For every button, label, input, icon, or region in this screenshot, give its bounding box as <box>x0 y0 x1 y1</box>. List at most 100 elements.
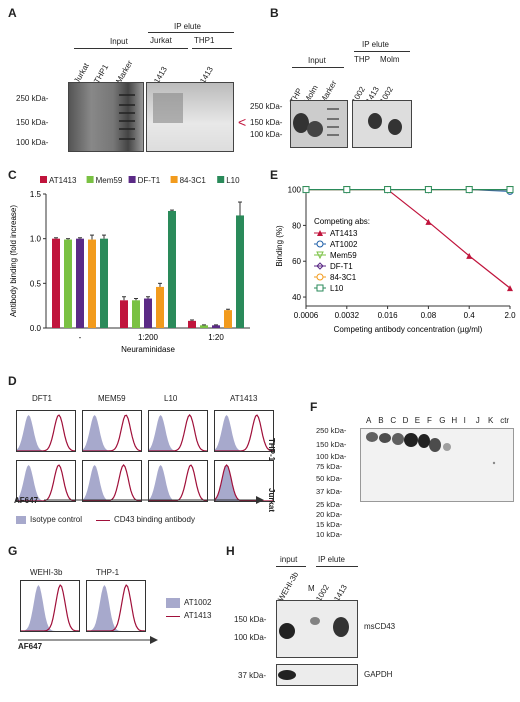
panel-d-hist-thp-1-l10 <box>148 410 208 452</box>
panel-b-marker-150: 150 kDa- <box>250 118 283 127</box>
panel-d-row-jurkat: Jurkat <box>267 488 276 513</box>
legend-marker-DF-T1 <box>316 262 324 270</box>
isotype-histogram <box>17 465 75 501</box>
panel-b-ip-blot <box>352 100 412 148</box>
panel-a-letter: A <box>8 6 17 20</box>
isotype-histogram <box>87 585 145 631</box>
panel-d-xlabel: AF647 <box>14 496 39 505</box>
panel-h-label-gapdh: GAPDH <box>364 670 393 679</box>
legend-marker-Mem59 <box>316 251 324 260</box>
point-L10-5 <box>506 186 514 194</box>
panel-f-marker-3: 75 kDa- <box>316 462 343 471</box>
point-L10-2 <box>384 186 392 194</box>
legend-swatch-DF-T1 <box>128 176 136 183</box>
isotype-histogram <box>149 415 207 451</box>
panel-b-input-blot <box>290 100 348 148</box>
panel-d-letter: D <box>8 374 17 388</box>
panel-d-col-mem59: MEM59 <box>98 394 126 403</box>
panel-h-input-line <box>276 566 306 567</box>
point-AT1413-3 <box>425 218 432 225</box>
isotype-histogram <box>83 415 141 451</box>
panel-g-legend-at1413: AT1413 <box>184 611 212 620</box>
panel-b-input-line <box>292 67 344 68</box>
panel-g-legend-at1002-swatch <box>166 598 180 608</box>
legend-swatch-84-3C1 <box>170 176 178 183</box>
panel-b-letter: B <box>270 6 279 20</box>
panel-h-ip-line <box>316 566 358 567</box>
panel-f-lane-j: J <box>475 416 480 425</box>
panel-d-hist-jurkat-mem59-plot <box>83 464 142 502</box>
panel-f-lane-c: C <box>390 416 397 425</box>
x-tick-label: 0.08 <box>421 311 437 320</box>
panel-g-legend-at1413-swatch <box>166 616 180 617</box>
panel-f-marker-4: 50 kDa- <box>316 474 343 483</box>
panel-b-marker-250: 250 kDa- <box>250 102 283 111</box>
panel-h-input-label: input <box>280 555 298 564</box>
panel-g-col-thp-1: THP-1 <box>96 568 120 577</box>
bar-Mem59-2 <box>200 325 208 328</box>
panel-d-hist-jurkat-dft1-plot <box>17 464 76 502</box>
y-tick-label: 80 <box>292 221 301 230</box>
panel-g-hist-thp-1-plot <box>87 584 146 632</box>
panel-a-input-blot <box>68 82 144 152</box>
panel-f-marker-5: 37 kDa- <box>316 487 343 496</box>
panel-c-letter: C <box>8 168 17 182</box>
panel-f-letter: F <box>310 400 318 414</box>
y-tick-label: 40 <box>292 293 301 302</box>
bar-L10-1 <box>168 210 176 328</box>
isotype-histogram <box>17 415 75 451</box>
panel-d-hist-jurkat-at1413 <box>214 460 274 502</box>
point-L10-1 <box>343 186 351 194</box>
legend-label-L10: L10 <box>330 284 344 293</box>
panel-b-ip-label: IP elute <box>362 40 389 49</box>
x-tick-label: - <box>79 333 82 342</box>
panel-a-ip-band <box>153 93 183 123</box>
legend-label-AT1413: AT1413 <box>330 229 358 238</box>
panel-d-legend-binding: CD43 binding antibody <box>114 515 195 524</box>
point-L10-0 <box>302 186 310 194</box>
point-AT1413-5 <box>507 285 513 292</box>
point-L10-4 <box>465 186 473 194</box>
legend-label-AT1413: AT1413 <box>49 176 77 185</box>
bar-AT1413-0 <box>52 238 60 328</box>
bar-84-3C1-0 <box>88 239 96 328</box>
x-tick-label: 0.4 <box>464 311 476 320</box>
y-tick-label: 100 <box>288 186 302 195</box>
legend-label-Mem59: Mem59 <box>96 176 123 185</box>
panel-a-ip-group-thp1: THP1 <box>194 36 215 45</box>
panel-g-xlabel: AF647 <box>18 642 43 651</box>
y-axis-label: Binding (%) <box>275 225 284 267</box>
bar-AT1413-1 <box>120 300 128 328</box>
panel-f-lane-f: F <box>427 416 432 425</box>
panel-g-hist-thp-1 <box>86 580 146 632</box>
panel-g-hist-wehi-3b <box>20 580 80 632</box>
panel-d-legend-isotype: Isotype control <box>30 515 83 524</box>
panel-d-hist-thp-1-mem59-plot <box>83 414 142 452</box>
x-tick-label: 0.0006 <box>294 311 319 320</box>
panel-d-hist-jurkat-mem59 <box>82 460 142 502</box>
bar-DF-T1-1 <box>144 298 152 328</box>
panel-h-lane-m: M <box>308 584 315 593</box>
panel-d-row-thp-1: THP-1 <box>267 438 276 462</box>
bar-DF-T1-2 <box>212 325 220 328</box>
legend-label-DF-T1: DF-T1 <box>138 176 161 185</box>
y-tick-label: 60 <box>292 257 301 266</box>
panel-f-lane-b: B <box>378 416 384 425</box>
panel-f-lane-i: I <box>463 416 466 425</box>
panel-h-lane-wehi: WEHI-3b <box>276 570 301 603</box>
panel-g-col-wehi-3b: WEHI-3b <box>30 568 63 577</box>
panel-f-lane-k: K <box>488 416 494 425</box>
panel-f-marker-1: 150 kDa- <box>316 440 347 449</box>
panel-f-blot <box>360 428 514 502</box>
isotype-histogram <box>149 465 207 501</box>
panel-g-legend-at1002: AT1002 <box>184 598 212 607</box>
x-tick-label: 1:200 <box>138 333 159 342</box>
panel-f-marker-7: 20 kDa- <box>316 510 343 519</box>
x-tick-label: 2.0 <box>504 311 516 320</box>
x-tick-label: 0.0032 <box>335 311 360 320</box>
panel-b-ip-group-thp: THP <box>354 55 370 64</box>
bar-84-3C1-1 <box>156 286 164 328</box>
panel-f-lane-a: A <box>366 416 372 425</box>
panel-d-hist-jurkat-l10-plot <box>149 464 208 502</box>
panel-a-marker-250: 250 kDa- <box>16 94 49 103</box>
